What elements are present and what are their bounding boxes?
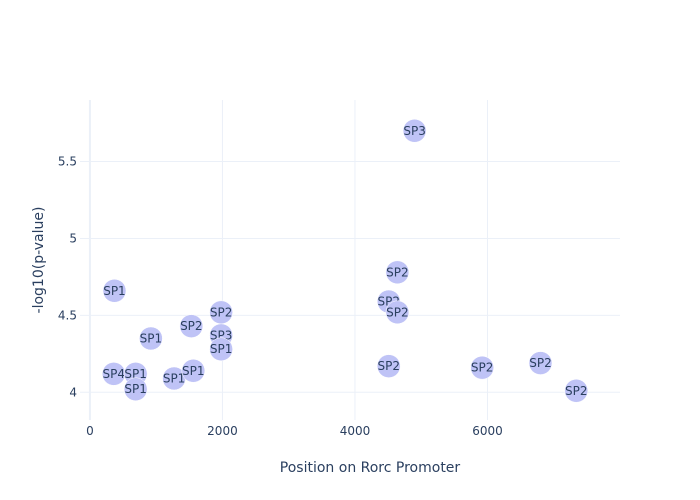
point-marker[interactable] [377, 354, 401, 378]
x-tick-label: 2000 [207, 424, 238, 438]
point-label: SP1 [124, 382, 147, 396]
data-point[interactable]: SP2 [528, 351, 553, 375]
point-marker[interactable] [179, 314, 204, 338]
tick-layer: 0 2000 4000 6000 4 4.5 5 5.5 [58, 155, 503, 438]
data-point[interactable]: SP2 [209, 300, 233, 325]
data-point[interactable]: SP2 [377, 354, 401, 378]
data-point[interactable]: SP2 [385, 260, 410, 285]
point-label: SP2 [386, 305, 409, 319]
data-point[interactable]: SP1 [123, 377, 148, 401]
x-tick-label: 0 [86, 424, 94, 438]
x-axis-title: Position on Rorc Promoter [280, 460, 461, 476]
point-marker[interactable] [528, 351, 553, 375]
point-layer: SP4 SP1SP1SP1SP1SP1SP1SP2SP2SP3SP1SP2SP2S… [102, 119, 589, 403]
y-tick-label: 4.5 [58, 308, 77, 322]
point-label: SP1 [140, 331, 163, 345]
point-label: SP3 [210, 328, 233, 342]
x-tick-label: 6000 [472, 424, 503, 438]
point-label: SP3 [403, 124, 426, 138]
point-label: SP2 [210, 305, 233, 319]
grid-layer [80, 100, 620, 420]
y-tick-label: 4 [69, 385, 77, 399]
data-point[interactable]: SP1 [162, 366, 186, 391]
data-point[interactable]: SP1 [209, 337, 233, 361]
point-marker[interactable] [209, 337, 233, 361]
point-label: SP1 [210, 342, 233, 356]
data-point[interactable]: SP1 [181, 359, 206, 383]
point-label: SP1 [103, 284, 126, 298]
data-point[interactable]: SP2 [179, 314, 204, 338]
data-point[interactable]: SP2 [564, 379, 589, 403]
point-label: SP2 [180, 319, 203, 333]
point-label: SP1 [182, 364, 205, 378]
y-tick-label: 5.5 [58, 155, 77, 169]
data-point[interactable]: SP4 [102, 362, 126, 386]
point-marker[interactable] [385, 300, 410, 325]
data-point[interactable]: SP1 [139, 326, 163, 351]
x-tick-label: 4000 [340, 424, 371, 438]
point-label: SP2 [471, 361, 494, 375]
point-label: SP1 [124, 367, 147, 381]
point-marker[interactable] [385, 260, 410, 285]
point-marker[interactable] [102, 279, 127, 303]
y-tick-label: 5 [69, 231, 77, 245]
point-label: SP2 [378, 359, 401, 373]
point-marker[interactable] [564, 379, 589, 403]
data-point[interactable]: SP3 [402, 119, 427, 143]
y-axis-title: -log10(p-value) [31, 207, 47, 314]
data-point[interactable]: SP2 [385, 300, 410, 325]
point-marker[interactable] [470, 355, 494, 380]
point-marker[interactable] [123, 377, 148, 401]
point-label: SP2 [386, 265, 409, 279]
point-marker[interactable] [402, 119, 427, 143]
point-label: SP2 [529, 356, 552, 370]
point-marker[interactable] [139, 326, 163, 351]
data-point[interactable]: SP2 [470, 355, 494, 380]
point-label: SP4 [103, 367, 126, 381]
point-label: SP1 [163, 371, 186, 385]
point-marker[interactable] [181, 359, 206, 383]
data-point[interactable]: SP1 [102, 279, 127, 303]
point-label: SP2 [565, 384, 588, 398]
